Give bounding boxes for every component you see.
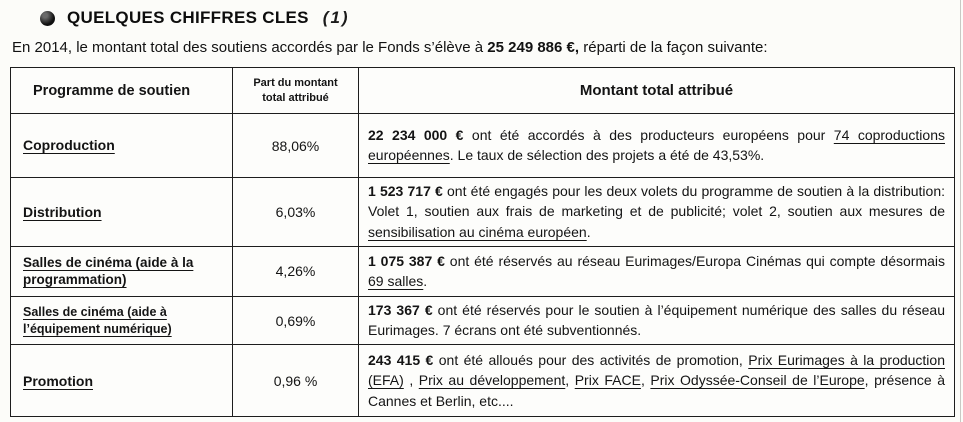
table-header-row: Programme de soutien Part du montant tot… [10, 67, 955, 114]
programme-name: Salles de cinéma (aide à l’équipement nu… [23, 305, 172, 336]
part-cell: 0,69% [232, 295, 359, 346]
montant-cell: 173 367 € ont été réservés pour le souti… [358, 295, 955, 346]
table-row-salles-numerique: Salles de cinéma (aide à l’équipement nu… [10, 295, 955, 346]
programme-name: Salles de cinéma (aide à la programmatio… [23, 254, 194, 288]
table-row-promotion: Promotion 0,96 % 243 415 € ont été allou… [10, 344, 955, 418]
col-header-montant: Montant total attribué [358, 67, 955, 114]
programme-cell: Coproduction [10, 113, 233, 178]
document-header: QUELQUES CHIFFRES CLES (1) [10, 8, 953, 28]
montant-cell: 22 234 000 € ont été accordés à des prod… [358, 113, 955, 178]
programme-cell: Salles de cinéma (aide à l’équipement nu… [10, 295, 233, 346]
page-title: QUELQUES CHIFFRES CLES [67, 8, 309, 27]
programme-name: Distribution [23, 203, 102, 220]
col-header-programme: Programme de soutien [10, 67, 233, 114]
part-cell: 88,06% [232, 113, 359, 178]
col-header-part: Part du montant total attribué [232, 67, 359, 114]
programme-name: Promotion [23, 372, 93, 389]
table-row-distribution: Distribution 6,03% 1 523 717 € ont été e… [10, 177, 955, 247]
intro-paragraph: En 2014, le montant total des soutiens a… [12, 39, 768, 56]
table-row-salles-programmation: Salles de cinéma (aide à la programmatio… [10, 245, 955, 297]
part-cell: 4,26% [232, 245, 359, 297]
funding-table: Programme de soutien Part du montant tot… [10, 67, 955, 418]
montant-cell: 243 415 € ont été alloués pour des activ… [358, 344, 955, 418]
montant-cell: 1 523 717 € ont été engagés pour les deu… [358, 177, 955, 247]
programme-cell: Promotion [10, 344, 233, 418]
table-row-coproduction: Coproduction 88,06% 22 234 000 € ont été… [10, 113, 955, 178]
montant-cell: 1 075 387 € ont été réservés au réseau E… [358, 245, 955, 297]
programme-name: Coproduction [23, 137, 115, 154]
part-cell: 6,03% [232, 177, 359, 247]
programme-cell: Salles de cinéma (aide à la programmatio… [10, 245, 233, 297]
part-cell: 0,96 % [232, 344, 359, 418]
bullet-globe-icon [40, 10, 55, 26]
handwritten-annotation: (1) [322, 8, 350, 27]
programme-cell: Distribution [10, 177, 233, 247]
